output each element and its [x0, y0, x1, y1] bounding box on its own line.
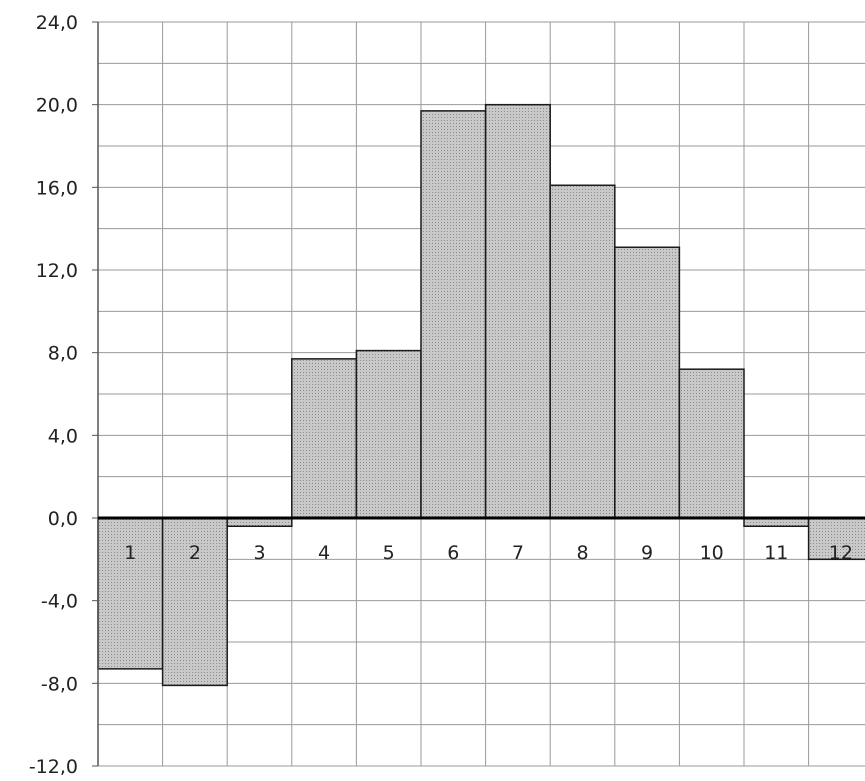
y-tick-labels: -12,0 -8,0 -4,0 0,0 4,0 8,0 12,0 16,0 20,0 24,0: [29, 12, 78, 778]
x-tick-label-2: 2: [189, 542, 201, 564]
y-tick-label: -12,0: [29, 756, 78, 778]
x-tick-label-3: 3: [253, 542, 265, 564]
y-tick-label: -4,0: [41, 591, 78, 613]
bars: [97, 103, 865, 687]
bar-2: [161, 517, 228, 687]
x-tick-label-4: 4: [318, 542, 330, 564]
bar-9: [614, 246, 681, 519]
y-tick-label: 4,0: [48, 425, 78, 447]
x-tick-label-12: 12: [829, 542, 853, 564]
y-tick-label: 8,0: [48, 343, 78, 365]
bar-6: [420, 110, 487, 519]
y-tick-label: -8,0: [41, 673, 78, 695]
y-tick-label: 16,0: [36, 177, 78, 199]
bar-1: [97, 517, 164, 670]
y-tick-label: 24,0: [36, 12, 78, 34]
bar-8: [549, 184, 616, 519]
x-tick-label-8: 8: [576, 542, 588, 564]
x-tick-label-9: 9: [641, 542, 653, 564]
x-tick-label-10: 10: [700, 542, 724, 564]
x-tick-label-11: 11: [764, 542, 788, 564]
x-tick-label-5: 5: [383, 542, 395, 564]
x-tick-label-6: 6: [447, 542, 459, 564]
x-tick-label-7: 7: [512, 542, 524, 564]
y-tick-label: 20,0: [36, 95, 78, 117]
bar-10: [678, 368, 745, 519]
x-tick-labels: 1 2 3 4 5 6 7 8 9 10 11 12: [124, 542, 853, 564]
axes: [92, 21, 865, 767]
bar-5: [355, 349, 422, 519]
y-tick-label: 0,0: [48, 508, 78, 530]
y-tick-label: 12,0: [36, 260, 78, 282]
x-tick-label-1: 1: [124, 542, 136, 564]
bar-4: [291, 358, 358, 519]
bar-7: [484, 103, 551, 519]
